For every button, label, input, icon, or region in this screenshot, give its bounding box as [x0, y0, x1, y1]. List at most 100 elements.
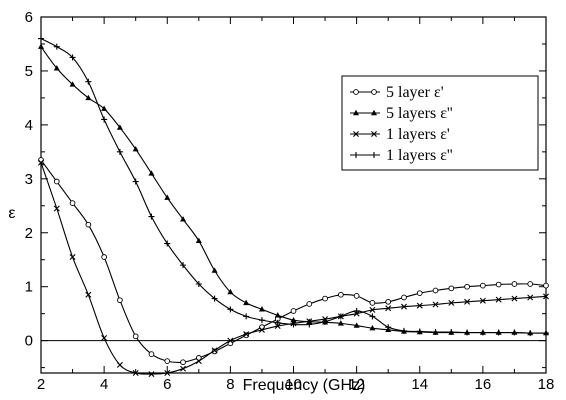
data-point	[101, 334, 108, 341]
data-point	[132, 145, 139, 152]
data-point	[38, 35, 44, 42]
data-point	[195, 358, 202, 365]
x-tick-label: 18	[538, 376, 555, 393]
data-point	[543, 330, 549, 337]
data-point	[180, 262, 187, 269]
legend-label: 5 layer ε'	[386, 84, 444, 101]
data-point	[416, 290, 423, 297]
data-point	[258, 306, 265, 312]
data-point	[306, 301, 313, 307]
data-point	[69, 81, 76, 87]
legend-label: 1 layers ε''	[386, 147, 453, 164]
data-point	[337, 320, 344, 326]
data-point	[116, 124, 123, 130]
data-point	[511, 295, 518, 302]
data-point	[479, 297, 486, 304]
data-point	[527, 330, 534, 337]
data-point	[53, 43, 60, 50]
data-point	[448, 299, 455, 306]
data-point	[322, 318, 329, 325]
data-point	[148, 371, 155, 378]
data-point	[211, 267, 218, 273]
data-point	[85, 291, 92, 298]
data-point	[337, 313, 344, 320]
data-point	[164, 370, 171, 376]
data-point	[401, 294, 407, 301]
data-point	[464, 298, 471, 305]
data-point	[432, 301, 439, 308]
data-point	[369, 313, 376, 320]
data-point	[69, 254, 76, 261]
x-tick-label: 12	[348, 376, 365, 393]
data-point	[274, 312, 281, 318]
data-point	[432, 287, 439, 294]
data-point	[101, 254, 107, 260]
legend: 5 layer ε' 5 layers ε'' 1 layers ε' 1 layer…	[341, 75, 539, 171]
series-3	[38, 159, 549, 378]
data-point	[495, 329, 502, 336]
data-point	[227, 337, 234, 344]
series-4	[38, 35, 549, 337]
data-point	[164, 240, 171, 247]
data-point	[132, 333, 139, 340]
data-point	[243, 313, 250, 320]
data-point	[132, 370, 139, 376]
data-point	[385, 298, 392, 305]
data-point	[274, 319, 281, 326]
data-point	[148, 213, 155, 220]
data-point	[306, 321, 313, 328]
y-tick-label: 5	[25, 63, 33, 80]
data-point	[243, 299, 250, 306]
data-point	[258, 326, 265, 333]
data-point	[117, 297, 123, 304]
legend-label: 1 layers ε'	[386, 126, 450, 143]
data-point	[69, 200, 76, 206]
data-point	[448, 285, 455, 292]
x-tick-label: 4	[100, 376, 108, 393]
data-point	[385, 305, 392, 312]
data-point	[480, 282, 486, 289]
series-layer	[38, 35, 549, 378]
data-point	[116, 361, 123, 368]
data-point	[479, 329, 486, 336]
data-point	[306, 318, 313, 325]
data-point	[211, 295, 218, 302]
data-point	[385, 324, 392, 331]
data-point	[543, 282, 549, 289]
data-point	[180, 216, 187, 222]
y-tick-label: 3	[25, 171, 33, 188]
data-point	[258, 317, 265, 324]
data-point	[69, 54, 76, 61]
series-line	[40, 162, 547, 375]
data-point	[227, 288, 234, 295]
x-tick-label: 8	[226, 376, 234, 393]
data-point	[195, 237, 202, 244]
data-point	[353, 307, 360, 314]
data-point	[53, 205, 60, 212]
data-point	[227, 306, 234, 313]
data-point	[116, 148, 123, 155]
data-point	[416, 328, 423, 335]
data-point	[290, 308, 297, 314]
data-point	[322, 295, 328, 302]
x-tick-label: 6	[163, 376, 171, 393]
y-tick-label: 4	[25, 117, 33, 134]
data-point	[400, 303, 407, 310]
data-point	[369, 306, 376, 313]
data-point	[353, 322, 360, 328]
data-point	[527, 294, 534, 301]
data-point	[369, 300, 376, 306]
data-point	[195, 355, 202, 361]
data-point	[290, 321, 297, 328]
data-point	[85, 221, 92, 228]
data-point	[53, 65, 60, 71]
y-tick-label: 2	[25, 225, 33, 242]
data-point	[464, 329, 471, 336]
data-point	[353, 293, 360, 299]
data-point	[416, 302, 423, 309]
data-point	[511, 281, 518, 287]
legend-marker	[353, 89, 359, 95]
data-point	[85, 94, 92, 101]
